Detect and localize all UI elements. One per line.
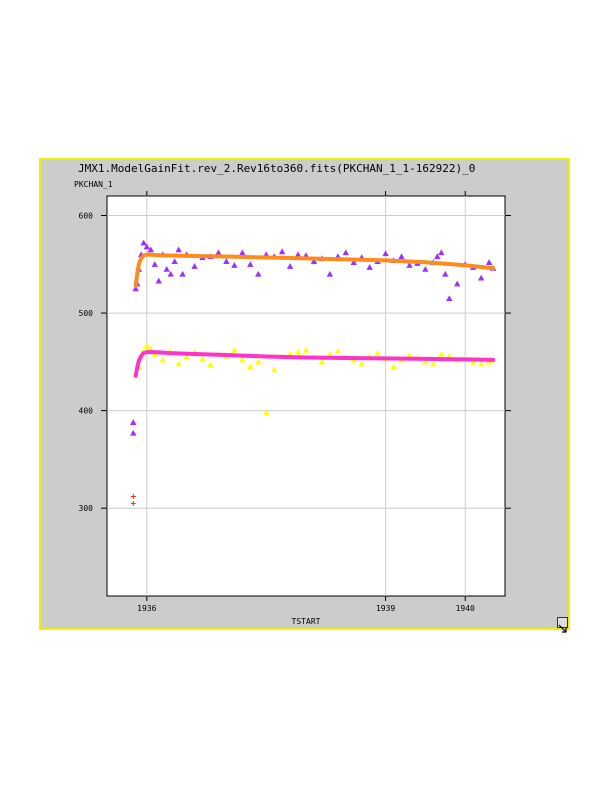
data-point bbox=[477, 360, 485, 367]
data-point bbox=[247, 261, 254, 267]
data-point bbox=[130, 419, 137, 425]
fit-line bbox=[133, 252, 496, 288]
data-point bbox=[294, 251, 302, 258]
data-point bbox=[434, 253, 441, 260]
data-point bbox=[175, 246, 182, 253]
fit-line bbox=[133, 350, 496, 378]
data-point bbox=[342, 249, 349, 256]
data-point bbox=[390, 363, 397, 370]
chart-title: JMX1.ModelGainFit.rev_2.Rev16to360.fits(… bbox=[78, 162, 475, 175]
data-point bbox=[255, 270, 262, 277]
data-point bbox=[231, 262, 238, 268]
data-point bbox=[167, 270, 174, 277]
data-point bbox=[469, 358, 477, 365]
data-point bbox=[132, 285, 139, 292]
data-point bbox=[398, 253, 405, 260]
data-point bbox=[130, 500, 136, 506]
data-point bbox=[130, 493, 136, 499]
data-point bbox=[318, 358, 326, 365]
data-point bbox=[442, 270, 449, 277]
data-point bbox=[163, 265, 170, 272]
data-layer bbox=[130, 239, 497, 506]
data-point bbox=[374, 349, 381, 356]
data-point bbox=[406, 262, 413, 268]
data-point bbox=[438, 249, 445, 256]
data-point bbox=[199, 355, 206, 362]
data-point bbox=[454, 280, 461, 287]
data-point bbox=[382, 250, 389, 257]
data-point bbox=[286, 263, 294, 269]
y-tick-label: 600 bbox=[79, 212, 94, 221]
resize-button[interactable] bbox=[557, 617, 568, 633]
data-point bbox=[326, 270, 334, 277]
data-point bbox=[263, 409, 270, 416]
data-point bbox=[430, 360, 437, 367]
data-point bbox=[422, 358, 429, 365]
data-point bbox=[422, 265, 429, 272]
data-point bbox=[485, 259, 493, 265]
data-point bbox=[155, 277, 162, 284]
data-point bbox=[406, 351, 413, 358]
data-point bbox=[247, 363, 254, 370]
data-point bbox=[255, 358, 262, 365]
data-point bbox=[231, 346, 238, 353]
data-point bbox=[179, 270, 186, 277]
data-point bbox=[239, 249, 246, 256]
data-point bbox=[171, 258, 178, 264]
data-point bbox=[147, 246, 154, 253]
data-point bbox=[438, 350, 445, 357]
data-point bbox=[366, 264, 373, 270]
data-point bbox=[140, 239, 147, 246]
y-axis-label: PKCHAN_1 bbox=[74, 180, 113, 189]
data-point bbox=[239, 356, 246, 363]
data-point bbox=[446, 352, 453, 359]
data-point bbox=[223, 258, 230, 264]
y-tick-label: 300 bbox=[79, 504, 94, 513]
data-point bbox=[130, 429, 137, 436]
data-point bbox=[183, 353, 190, 360]
data-point bbox=[159, 356, 166, 363]
data-point bbox=[175, 360, 182, 367]
resize-arrow-icon bbox=[558, 624, 567, 633]
data-point bbox=[326, 350, 334, 357]
data-point bbox=[334, 347, 342, 354]
x-tick-label: 1939 bbox=[376, 604, 395, 613]
data-point bbox=[358, 360, 365, 367]
data-point bbox=[278, 248, 286, 255]
data-point bbox=[191, 263, 198, 269]
data-point bbox=[350, 259, 357, 265]
data-point bbox=[143, 243, 150, 250]
data-point bbox=[310, 258, 318, 264]
y-tick-label: 400 bbox=[79, 407, 94, 416]
data-point bbox=[270, 366, 278, 373]
data-point bbox=[477, 274, 485, 281]
data-point bbox=[446, 295, 453, 302]
data-point bbox=[151, 261, 158, 267]
x-axis-label: TSTART bbox=[292, 617, 321, 626]
y-tick-label: 500 bbox=[79, 309, 94, 318]
data-point bbox=[294, 348, 302, 355]
data-point bbox=[302, 346, 310, 353]
x-tick-label: 1936 bbox=[137, 604, 156, 613]
data-point bbox=[215, 249, 222, 256]
data-point bbox=[207, 361, 214, 368]
x-tick-label: 1940 bbox=[456, 604, 475, 613]
data-point bbox=[143, 343, 150, 349]
axes: 300 400 500 600 1936 1939 1940 bbox=[79, 191, 511, 613]
